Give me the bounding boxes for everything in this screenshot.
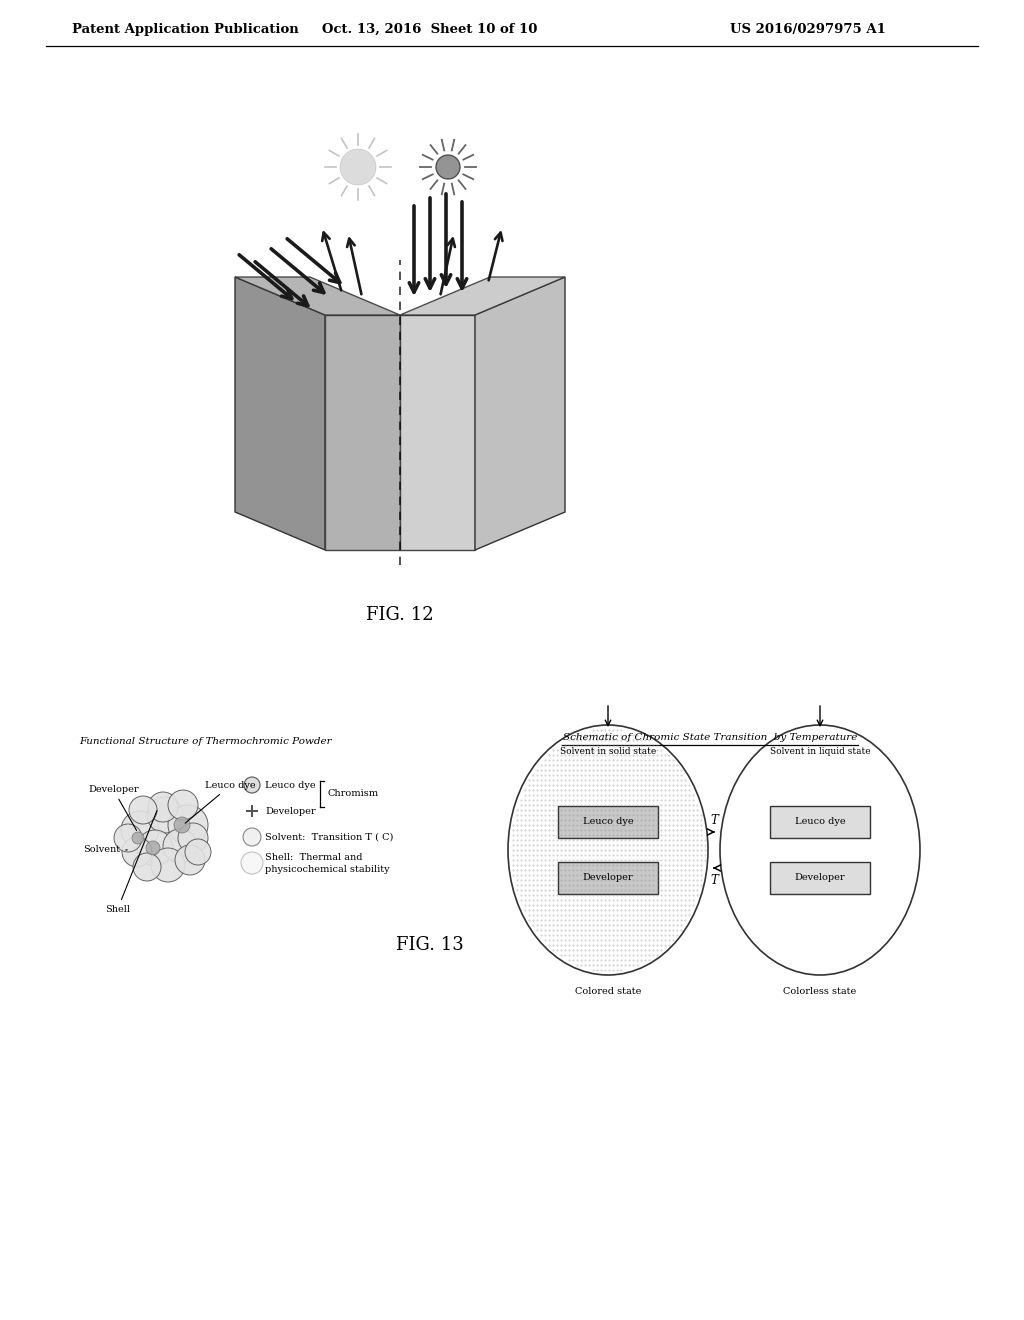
Circle shape [244,777,260,793]
Circle shape [185,840,211,865]
FancyBboxPatch shape [558,807,658,838]
Circle shape [147,797,183,833]
Circle shape [122,837,152,867]
Text: physicochemical stability: physicochemical stability [265,866,389,874]
Text: Leuco dye: Leuco dye [583,817,633,826]
Circle shape [114,824,142,851]
Polygon shape [234,277,400,315]
Text: Developer: Developer [583,874,633,883]
Text: Solvent in liquid state: Solvent in liquid state [770,747,870,756]
Circle shape [241,851,263,874]
Circle shape [121,810,159,849]
Ellipse shape [720,725,920,975]
Polygon shape [234,277,325,550]
Text: Developer: Developer [88,785,138,830]
Text: FIG. 12: FIG. 12 [367,606,434,624]
Circle shape [137,830,173,866]
Circle shape [168,789,198,820]
Circle shape [146,841,160,855]
Text: Solvent:  Transition T ( C): Solvent: Transition T ( C) [265,833,393,842]
Text: Patent Application Publication: Patent Application Publication [72,22,299,36]
Text: Colored state: Colored state [574,986,641,995]
Text: Developer: Developer [265,807,315,816]
Text: Leuco dye: Leuco dye [265,780,315,789]
Circle shape [340,149,376,185]
FancyBboxPatch shape [770,807,870,838]
Text: Colorless state: Colorless state [783,986,857,995]
Circle shape [168,805,208,845]
Circle shape [174,817,190,833]
Text: Developer: Developer [795,874,846,883]
Text: Shell:  Thermal and: Shell: Thermal and [265,854,362,862]
Circle shape [163,829,197,863]
Circle shape [151,847,185,882]
Polygon shape [325,315,400,550]
Text: Leuco dye: Leuco dye [795,817,846,826]
Circle shape [178,822,208,853]
Circle shape [133,853,161,880]
Text: Oct. 13, 2016  Sheet 10 of 10: Oct. 13, 2016 Sheet 10 of 10 [323,22,538,36]
Circle shape [175,845,205,875]
Text: Functional Structure of Thermochromic Powder: Functional Structure of Thermochromic Po… [79,738,332,747]
Text: US 2016/0297975 A1: US 2016/0297975 A1 [730,22,886,36]
Text: Shell: Shell [105,810,157,913]
Text: Chromism: Chromism [328,789,379,799]
Circle shape [148,792,178,822]
Text: Schematic of Chromic State Transition  by Temperature: Schematic of Chromic State Transition by… [563,734,857,742]
Circle shape [132,832,144,843]
Text: T: T [710,813,718,826]
Text: Solvent: Solvent [83,845,127,854]
Text: Leuco dye: Leuco dye [185,781,256,824]
Circle shape [243,828,261,846]
Circle shape [129,796,157,824]
Text: T: T [710,874,718,887]
Polygon shape [400,315,475,550]
Polygon shape [475,277,565,550]
FancyBboxPatch shape [558,862,658,894]
Polygon shape [400,277,565,315]
Circle shape [436,154,460,180]
Text: FIG. 13: FIG. 13 [396,936,464,954]
Text: Solvent in solid state: Solvent in solid state [560,747,656,756]
FancyBboxPatch shape [770,862,870,894]
